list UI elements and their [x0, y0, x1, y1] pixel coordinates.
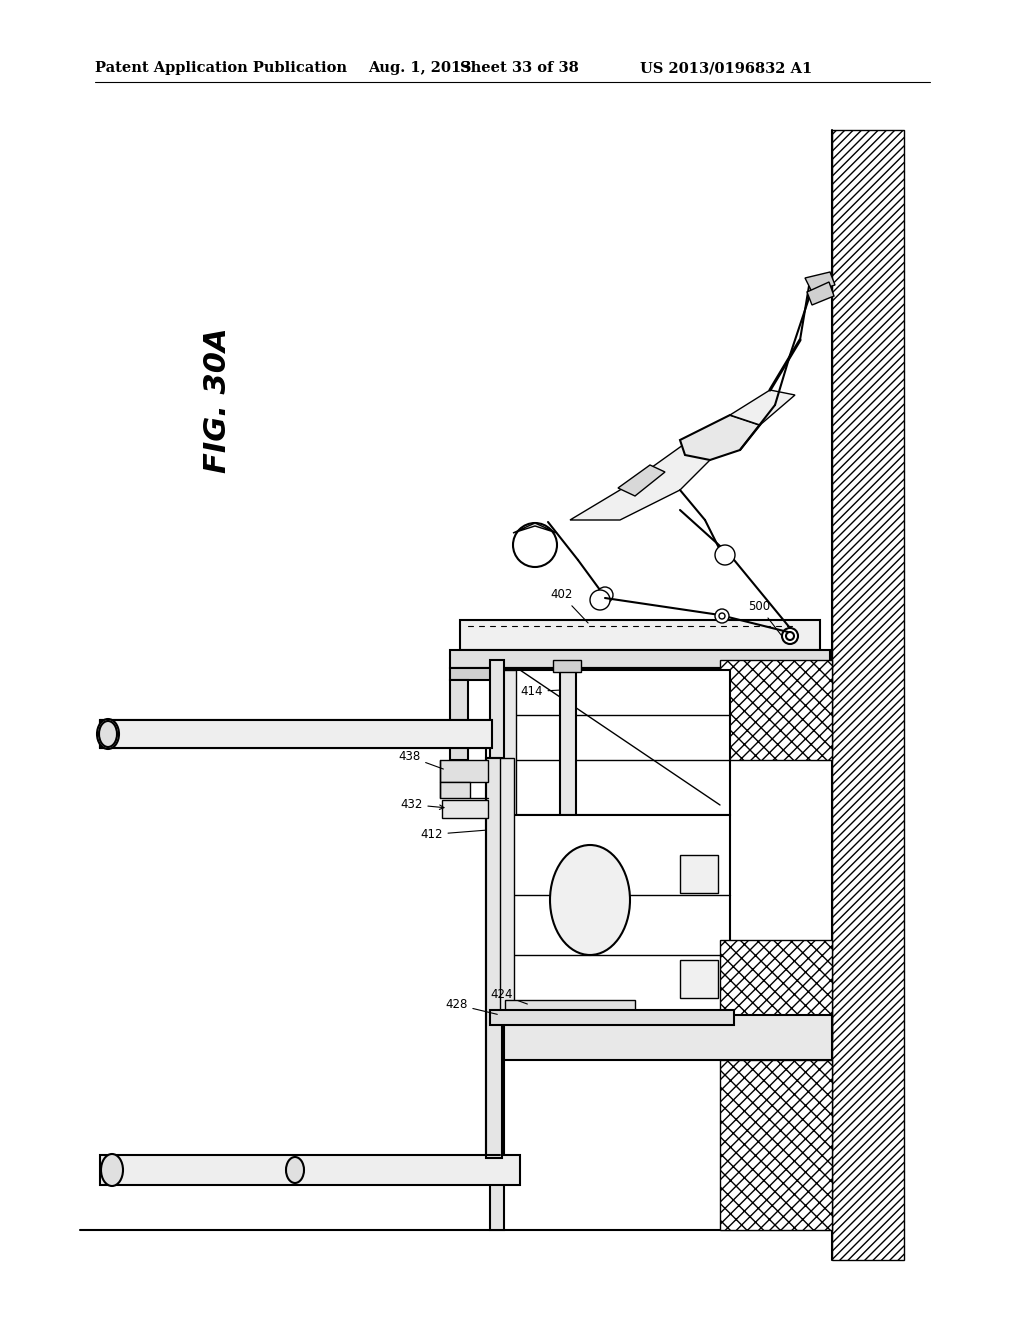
Text: Patent Application Publication: Patent Application Publication — [95, 61, 347, 75]
Bar — [680, 960, 718, 998]
Text: 500: 500 — [748, 601, 783, 638]
Polygon shape — [807, 282, 834, 305]
Text: Sheet 33 of 38: Sheet 33 of 38 — [460, 61, 579, 75]
Bar — [500, 1015, 831, 1060]
Text: 412: 412 — [420, 828, 485, 841]
Polygon shape — [730, 389, 795, 425]
Ellipse shape — [99, 721, 117, 747]
Bar — [500, 671, 730, 814]
Bar — [440, 760, 488, 781]
Text: 402: 402 — [550, 587, 588, 623]
Bar — [486, 758, 502, 1158]
Circle shape — [715, 545, 735, 565]
Text: 432: 432 — [400, 799, 444, 810]
Bar — [831, 129, 904, 1261]
Text: US 2013/0196832 A1: US 2013/0196832 A1 — [640, 61, 812, 75]
Text: 424: 424 — [490, 987, 527, 1005]
Bar — [680, 855, 718, 894]
Bar — [100, 719, 492, 748]
Text: 428: 428 — [445, 998, 498, 1014]
Bar — [450, 649, 830, 668]
Bar — [440, 781, 470, 799]
Text: 438: 438 — [398, 750, 443, 770]
Bar — [720, 1060, 831, 1230]
Bar — [450, 668, 830, 680]
Ellipse shape — [97, 719, 119, 748]
Bar — [720, 660, 831, 760]
Circle shape — [719, 612, 725, 619]
Circle shape — [715, 609, 729, 623]
Bar — [720, 940, 831, 1040]
Bar — [500, 671, 516, 814]
Circle shape — [590, 590, 610, 610]
Bar — [812, 680, 830, 760]
Bar — [490, 1010, 734, 1026]
Bar — [100, 1155, 520, 1185]
Bar — [560, 671, 575, 814]
Text: Aug. 1, 2013: Aug. 1, 2013 — [368, 61, 471, 75]
Circle shape — [782, 628, 798, 644]
Bar — [505, 1001, 635, 1016]
Circle shape — [597, 587, 613, 603]
Polygon shape — [513, 523, 557, 533]
Circle shape — [786, 632, 794, 640]
Bar — [450, 680, 468, 760]
Polygon shape — [618, 465, 665, 496]
Bar — [500, 814, 730, 1015]
Text: 414: 414 — [520, 685, 559, 698]
Ellipse shape — [286, 1158, 304, 1183]
Circle shape — [513, 523, 557, 568]
Ellipse shape — [550, 845, 630, 954]
Ellipse shape — [101, 1154, 123, 1185]
Polygon shape — [805, 272, 835, 292]
Bar — [500, 758, 514, 1018]
Bar — [460, 620, 820, 649]
Text: FIG. 30A: FIG. 30A — [204, 327, 232, 473]
Polygon shape — [680, 414, 760, 459]
Bar — [442, 800, 488, 818]
Bar — [490, 660, 504, 1230]
Bar — [553, 660, 581, 672]
Polygon shape — [570, 440, 720, 520]
